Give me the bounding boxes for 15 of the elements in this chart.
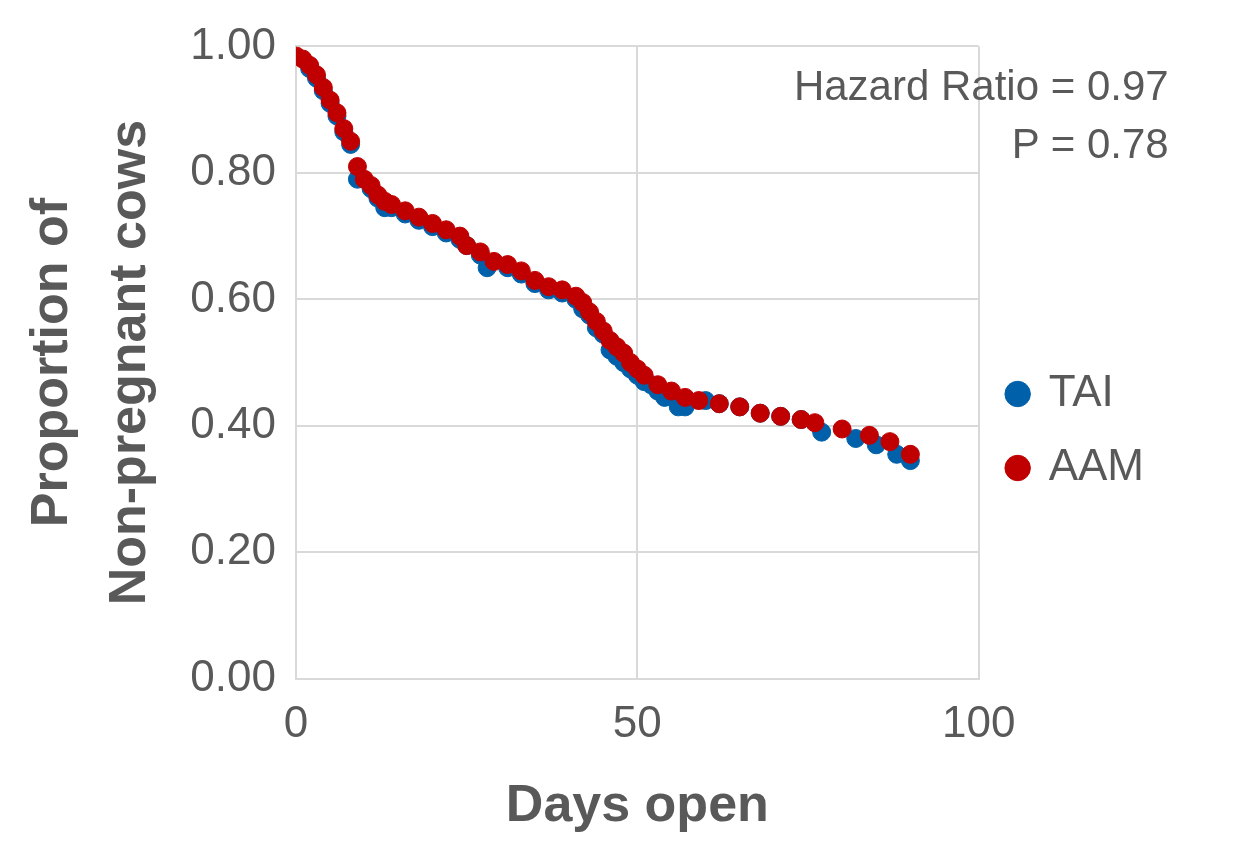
x-tick-label: 50 bbox=[612, 697, 662, 747]
y-tick-label: 0.80 bbox=[190, 145, 276, 195]
x-tick-label: 100 bbox=[941, 697, 1016, 747]
y-tick-label: 0.40 bbox=[190, 397, 276, 447]
x-tick-label: 0 bbox=[283, 697, 309, 747]
annotation: Hazard Ratio = 0.97 bbox=[793, 61, 1169, 109]
legend-label: AAM bbox=[1048, 440, 1145, 490]
y-axis-title: Proportion of Non-pregnant cows bbox=[20, 119, 157, 606]
y-tick-label: 0.60 bbox=[190, 271, 276, 321]
legend-label: TAI bbox=[1048, 366, 1114, 416]
text: P = 0.78 bbox=[1011, 119, 1169, 167]
y-tick-label: 1.00 bbox=[190, 18, 276, 68]
x-axis-title: Days open bbox=[505, 774, 769, 833]
y-tick-label: 0.20 bbox=[190, 524, 276, 574]
y-tick-label: 0.00 bbox=[190, 650, 276, 700]
